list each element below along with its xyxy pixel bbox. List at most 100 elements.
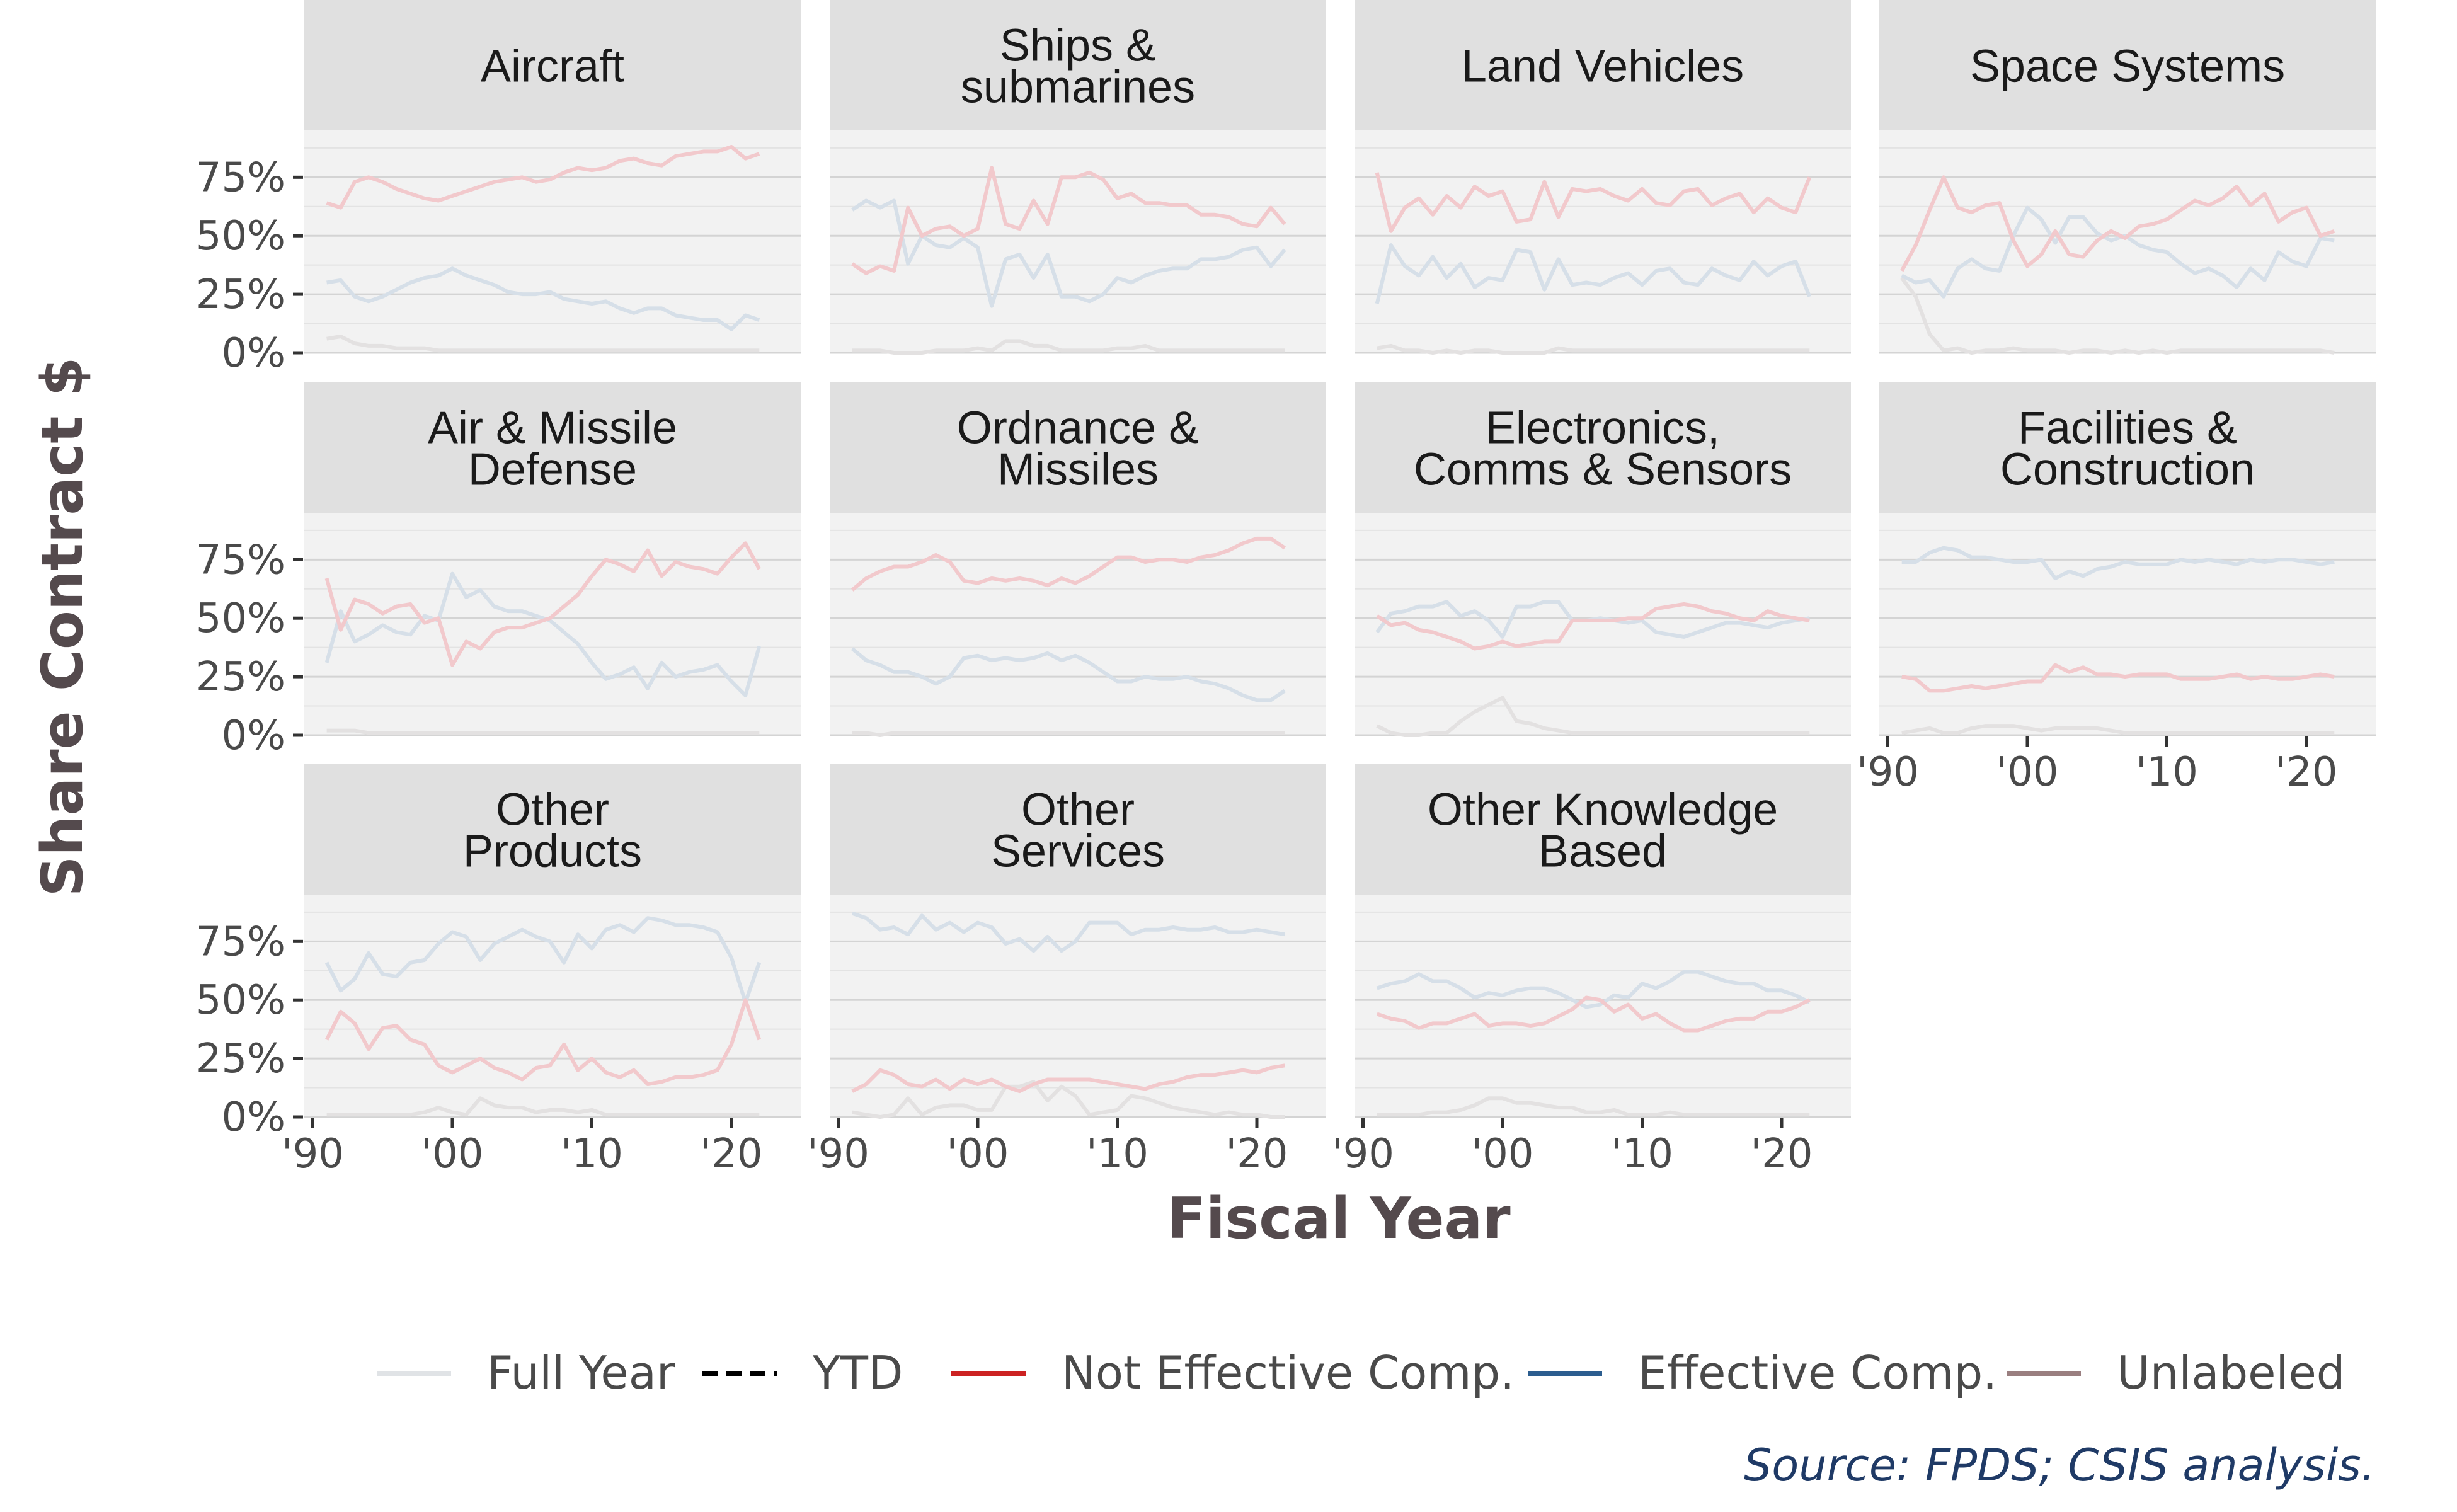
y-tick-label: 50% <box>196 595 285 642</box>
effective-comp-line <box>326 266 760 331</box>
panel-background <box>1879 130 2376 353</box>
legend-item: Full Year <box>377 1346 675 1399</box>
effective-comp-line <box>851 198 1286 308</box>
facet-strip <box>830 764 1326 895</box>
y-tick-label: 0% <box>221 1094 285 1141</box>
not-effective-comp-line <box>1900 175 2335 272</box>
facet-title: submarines <box>961 62 1195 113</box>
not-effective-comp-line <box>324 541 761 667</box>
facet-title: Comms & Sensors <box>1414 445 1792 495</box>
y-tick-label: 50% <box>196 213 285 260</box>
facet-title: Land Vehicles <box>1462 42 1744 92</box>
facet-strip <box>304 0 801 130</box>
x-tick-label: '00 <box>1996 749 2058 796</box>
facet-title: Ships & <box>1000 21 1156 71</box>
x-tick-label: '20 <box>1225 1131 1288 1177</box>
facet-title: Services <box>991 827 1165 877</box>
facet-title: Electronics, <box>1486 403 1720 454</box>
effective-comp-line <box>1901 546 2335 580</box>
facet-title: Air & Missile <box>428 403 677 454</box>
y-tick-label: 75% <box>196 537 285 583</box>
legend-label: Unlabeled <box>2117 1346 2345 1399</box>
legend-label: Not Effective Comp. <box>1062 1346 1515 1399</box>
panel-background <box>1879 513 2376 735</box>
effective-comp-line <box>1901 205 2335 299</box>
not-effective-comp-line <box>326 145 760 210</box>
not-effective-comp-line <box>1376 602 1810 651</box>
legend-label: Full Year <box>487 1346 675 1399</box>
panel-background <box>304 895 801 1117</box>
not-effective-comp-line <box>1375 172 1812 233</box>
legend-label: YTD <box>812 1346 903 1399</box>
not-effective-comp-line <box>851 166 1286 275</box>
unlabeled-line <box>852 1080 1285 1119</box>
facet-title: Based <box>1538 827 1667 877</box>
facet-title: Construction <box>2000 445 2255 495</box>
not-effective-comp-line <box>1376 995 1811 1033</box>
effective-comp-line <box>1376 970 1811 1009</box>
source-caption: Source: FPDS; CSIS analysis. <box>1744 1440 2375 1491</box>
panel-background <box>1354 513 1851 735</box>
unlabeled-line <box>1377 343 1810 355</box>
facet-title: Other <box>1021 785 1135 835</box>
unlabeled-line <box>326 728 760 735</box>
facet-strip <box>1354 764 1851 895</box>
x-tick-label: '90 <box>1857 749 1919 796</box>
effective-comp-line <box>324 916 762 1004</box>
legend-label: Effective Comp. <box>1638 1346 1997 1399</box>
panel-background <box>830 130 1326 353</box>
y-axis-title: Share Contract $ <box>30 357 96 897</box>
x-tick-label: '90 <box>282 1131 344 1177</box>
unlabeled-line <box>326 1096 760 1117</box>
unlabeled-line <box>852 731 1285 737</box>
unlabeled-line <box>1377 1096 1810 1117</box>
x-tick-label: '00 <box>1471 1131 1533 1177</box>
x-tick-label: '10 <box>1611 1131 1673 1177</box>
facet-title: Missiles <box>997 445 1159 495</box>
x-tick-label: '20 <box>1750 1131 1813 1177</box>
not-effective-comp-line <box>850 536 1286 592</box>
not-effective-comp-line <box>324 998 762 1086</box>
panel-background <box>1354 895 1851 1117</box>
facet-panel: Facilities &Construction <box>1879 382 2376 736</box>
facet-title: Products <box>463 827 642 877</box>
legend: Full Year YTD Not Effective Comp. Effective… <box>377 1346 2345 1399</box>
legend-item: Effective Comp. <box>1528 1346 1997 1399</box>
facet-strip <box>830 0 1326 130</box>
facet-strip <box>1879 0 2376 130</box>
legend-item: Not Effective Comp. <box>951 1346 1515 1399</box>
y-tick-label: 25% <box>196 1036 285 1082</box>
x-tick-label: '10 <box>561 1131 623 1177</box>
panel-background <box>304 130 801 353</box>
facet-strip <box>1354 0 1851 130</box>
y-tick-label: 0% <box>221 713 285 759</box>
unlabeled-line <box>852 339 1285 355</box>
y-tick-label: 75% <box>196 919 285 965</box>
facet-panel: Aircraft <box>304 0 801 354</box>
x-tick-label: '20 <box>2275 749 2337 796</box>
facet-strip <box>1354 382 1851 513</box>
facet-title: Facilities & <box>2018 403 2237 454</box>
facet-panel: Space Systems <box>1879 0 2376 355</box>
effective-comp-line <box>851 911 1285 953</box>
x-tick-label: '00 <box>946 1131 1009 1177</box>
facet-panel: Land Vehicles <box>1354 0 1851 355</box>
chart-panels: Aircraft Ships &submarines Land Vehicles Sp… <box>304 0 2376 1119</box>
y-tick-label: 25% <box>196 272 285 318</box>
y-tick-label: 75% <box>196 154 285 201</box>
facet-title: Aircraft <box>481 42 624 92</box>
x-tick-label: '10 <box>2136 749 2198 796</box>
y-tick-label: 25% <box>196 654 285 701</box>
y-tick-label: 0% <box>221 330 285 377</box>
x-tick-label: '20 <box>700 1131 762 1177</box>
facet-strip <box>830 382 1326 513</box>
unlabeled-line <box>1901 724 2335 735</box>
facet-strip <box>304 764 801 895</box>
panel-background <box>830 513 1326 735</box>
facet-title: Other <box>496 785 609 835</box>
facet-title: Other Knowledge <box>1428 785 1778 835</box>
